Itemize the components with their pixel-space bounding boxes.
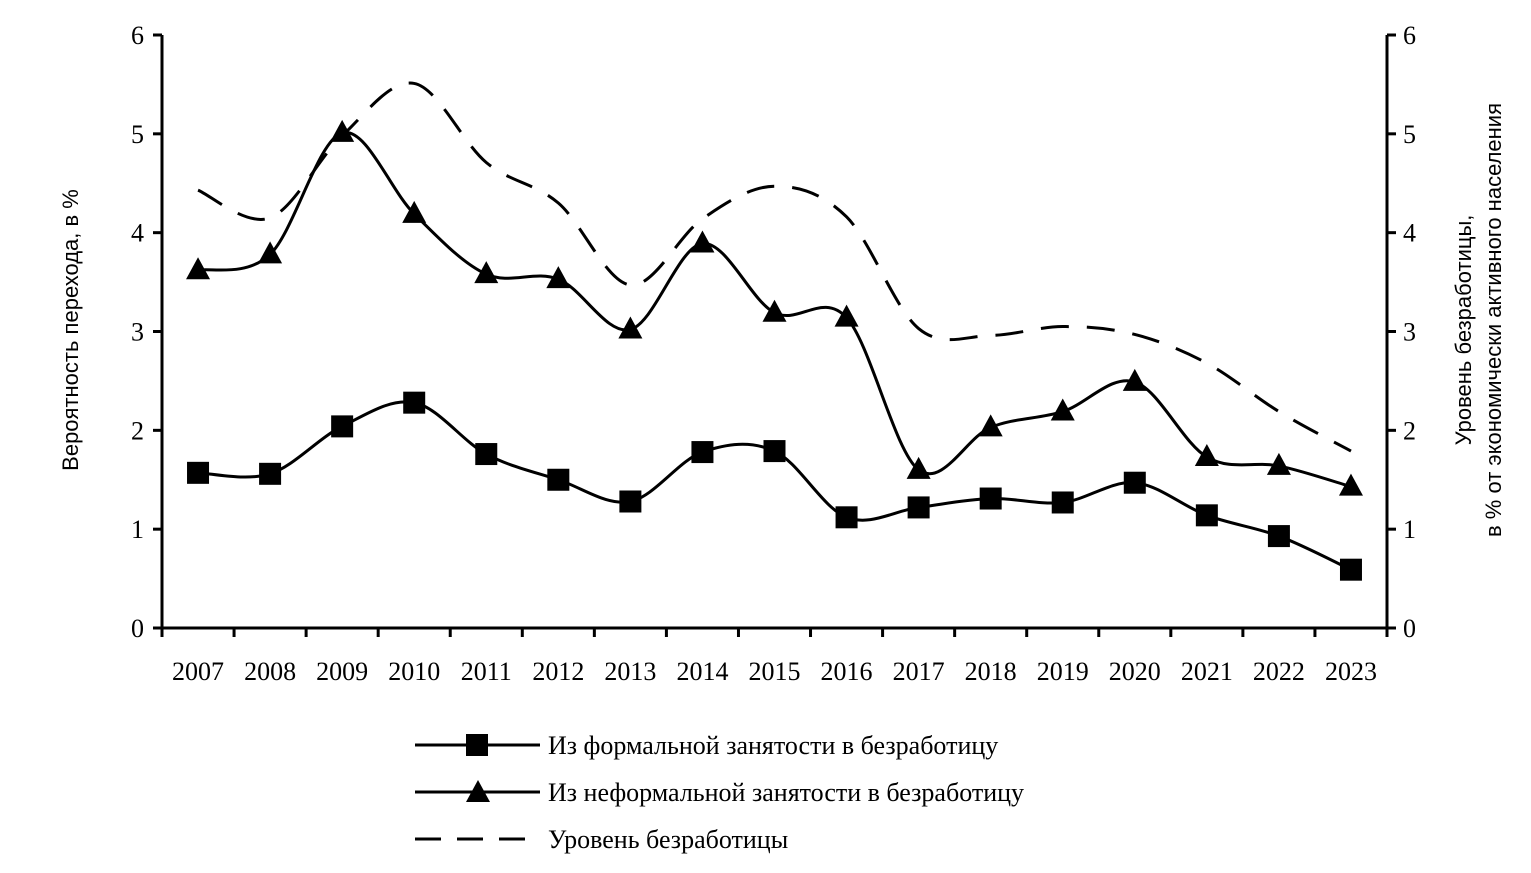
x-tick-label: 2014 xyxy=(676,657,728,686)
data-point-triangle xyxy=(258,241,283,264)
data-point-triangle xyxy=(618,316,643,339)
x-tick-label: 2010 xyxy=(388,657,440,686)
legend-marker-triangle xyxy=(466,780,490,802)
data-point-square xyxy=(259,462,282,485)
y-right-tick-label: 6 xyxy=(1403,21,1416,50)
data-point-square xyxy=(835,506,858,529)
data-point-square xyxy=(1339,558,1362,581)
y-right-tick-label: 5 xyxy=(1403,120,1416,149)
x-tick-label: 2023 xyxy=(1325,657,1377,686)
data-point-square xyxy=(763,440,786,463)
legend-label-formal: Из формальной занятости в безработицу xyxy=(548,731,998,760)
y-right-axis-title-line1: Уровень безработицы, xyxy=(1451,215,1476,446)
data-point-square xyxy=(1195,504,1218,527)
data-point-square xyxy=(475,443,498,466)
data-point-square xyxy=(547,468,570,491)
data-point-triangle xyxy=(1266,452,1291,475)
data-point-triangle xyxy=(906,456,931,479)
x-tick-label: 2021 xyxy=(1181,657,1233,686)
data-point-square xyxy=(907,496,930,519)
x-tick-label: 2013 xyxy=(604,657,656,686)
x-tick-label: 2015 xyxy=(749,657,801,686)
data-point-triangle xyxy=(834,304,859,327)
data-point-triangle xyxy=(690,230,715,253)
data-point-triangle xyxy=(474,261,499,284)
x-tick-label: 2008 xyxy=(244,657,296,686)
data-point-triangle xyxy=(762,299,787,322)
x-tick-label: 2019 xyxy=(1037,657,1089,686)
y-left-tick-label: 2 xyxy=(131,416,144,445)
y-left-tick-label: 0 xyxy=(131,614,144,643)
x-tick-label: 2017 xyxy=(893,657,945,686)
x-tick-label: 2007 xyxy=(172,657,224,686)
data-point-triangle xyxy=(978,414,1003,437)
x-tick-label: 2009 xyxy=(316,657,368,686)
legend: Из формальной занятости в безработицу Из… xyxy=(415,731,1024,854)
x-tick-label: 2012 xyxy=(532,657,584,686)
y-left-tick-label: 6 xyxy=(131,21,144,50)
data-point-square xyxy=(187,461,210,484)
y-right-tick-label: 2 xyxy=(1403,416,1416,445)
data-point-square xyxy=(619,490,642,513)
data-point-triangle xyxy=(1194,444,1219,467)
y-left-tick-label: 4 xyxy=(131,219,144,248)
data-point-square xyxy=(979,487,1002,510)
data-point-square xyxy=(1267,525,1290,548)
y-right-axis-title-line2: в % от экономически активного населения xyxy=(1481,103,1506,537)
data-point-triangle xyxy=(330,119,355,142)
data-point-square xyxy=(691,441,714,464)
series-group xyxy=(186,81,1363,581)
x-tick-label: 2016 xyxy=(821,657,873,686)
y-left-axis-title: Вероятность перехода, в % xyxy=(58,189,83,471)
data-point-square xyxy=(1051,491,1074,514)
y-right-tick-label: 0 xyxy=(1403,614,1416,643)
data-point-triangle xyxy=(546,266,571,289)
x-tick-label: 2020 xyxy=(1109,657,1161,686)
series-line-2 xyxy=(197,81,1352,453)
legend-marker-square xyxy=(466,734,488,756)
data-point-triangle xyxy=(1122,368,1147,391)
x-tick-label: 2011 xyxy=(461,657,512,686)
legend-label-unemployment: Уровень безработицы xyxy=(548,825,788,854)
y-right-tick-label: 4 xyxy=(1403,219,1416,248)
data-point-triangle xyxy=(1338,473,1363,496)
data-point-square xyxy=(331,415,354,438)
data-point-triangle xyxy=(1050,398,1075,421)
y-left-tick-label: 3 xyxy=(131,318,144,347)
data-point-square xyxy=(403,391,426,414)
data-point-square xyxy=(1123,471,1146,494)
x-tick-label: 2018 xyxy=(965,657,1017,686)
legend-item-informal: Из неформальной занятости в безработицу xyxy=(415,778,1024,807)
legend-item-unemployment: Уровень безработицы xyxy=(415,825,788,854)
axes: 0 1 2 3 4 5 6 0 1 2 3 4 5 6 2007 2008 2009 2010 2011 2012 20… xyxy=(131,21,1416,686)
legend-label-informal: Из неформальной занятости в безработицу xyxy=(548,778,1024,807)
y-right-tick-label: 3 xyxy=(1403,318,1416,347)
legend-item-formal: Из формальной занятости в безработицу xyxy=(415,731,998,760)
data-point-triangle xyxy=(186,257,211,280)
x-tick-label: 2022 xyxy=(1253,657,1305,686)
y-left-tick-label: 1 xyxy=(131,515,144,544)
y-right-tick-label: 1 xyxy=(1403,515,1416,544)
y-left-tick-label: 5 xyxy=(131,120,144,149)
data-point-triangle xyxy=(402,200,427,223)
